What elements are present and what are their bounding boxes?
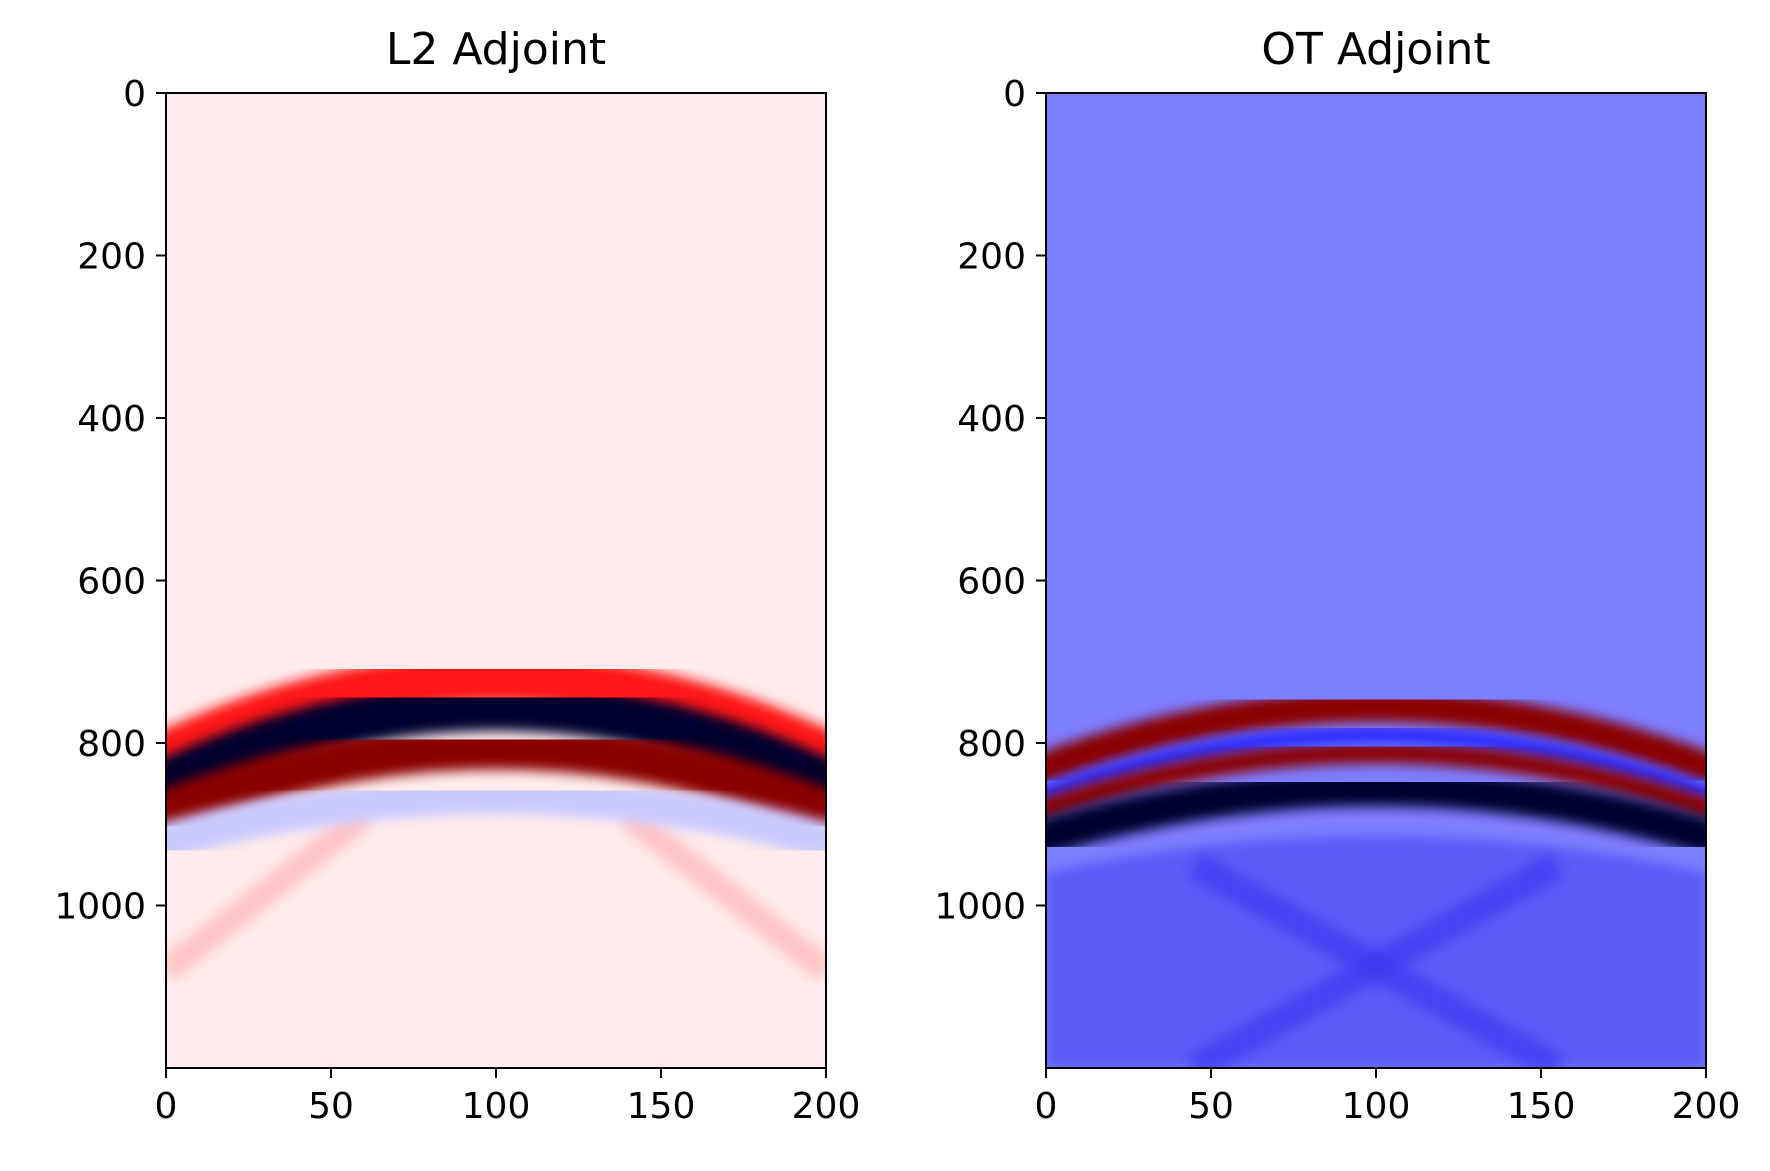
x-tick-label: 0	[1035, 1086, 1058, 1127]
heatmap-area	[1046, 93, 1706, 1068]
heatmap-background	[166, 93, 826, 1068]
y-tick-label: 1000	[54, 887, 146, 928]
event-band-2	[166, 681, 826, 811]
y-tick-label: 0	[123, 74, 146, 115]
panel-title: OT Adjoint	[1261, 24, 1490, 75]
y-tick-label: 400	[957, 399, 1026, 440]
event-band-1	[1046, 690, 1706, 784]
x-tick-label: 150	[1507, 1086, 1576, 1127]
panel-1: L2 Adjoint 0 200 400 600 800 1000 0 50 100 150 200	[54, 24, 860, 1127]
event-band-4	[166, 777, 826, 860]
y-tick-label: 400	[77, 399, 146, 440]
diffraction-tail-2	[620, 805, 826, 981]
event-band-3	[166, 724, 826, 837]
x-tick-label: 200	[792, 1086, 861, 1127]
y-tick-label: 200	[77, 237, 146, 278]
event-band-3	[1046, 742, 1706, 820]
event-band-4	[1046, 769, 1706, 856]
y-tick-label: 600	[77, 562, 146, 603]
panel-2: OT Adjoint 0 200 400 600 800 1000 0 50 100 150 200	[934, 24, 1740, 1127]
x-tick-label: 150	[627, 1086, 696, 1127]
heatmap-area	[166, 93, 826, 1068]
y-tick-label: 800	[77, 724, 146, 765]
panel-title: L2 Adjoint	[386, 24, 606, 75]
y-tick-label: 800	[957, 724, 1026, 765]
x-tick-label: 100	[462, 1086, 531, 1127]
y-tick-label: 1000	[934, 887, 1026, 928]
diffraction-band-2	[1187, 852, 1565, 1068]
x-tick-label: 50	[308, 1086, 354, 1127]
x-tick-label: 0	[155, 1086, 178, 1127]
y-tick-label: 0	[1003, 74, 1026, 115]
event-band-1	[166, 653, 826, 783]
x-tick-label: 100	[1342, 1086, 1411, 1127]
event-band-2	[1046, 725, 1706, 803]
diffraction-tail-1	[166, 805, 372, 981]
x-tick-label: 50	[1188, 1086, 1234, 1127]
y-tick-label: 600	[957, 562, 1026, 603]
y-tick-label: 200	[957, 237, 1026, 278]
x-tick-label: 200	[1672, 1086, 1741, 1127]
